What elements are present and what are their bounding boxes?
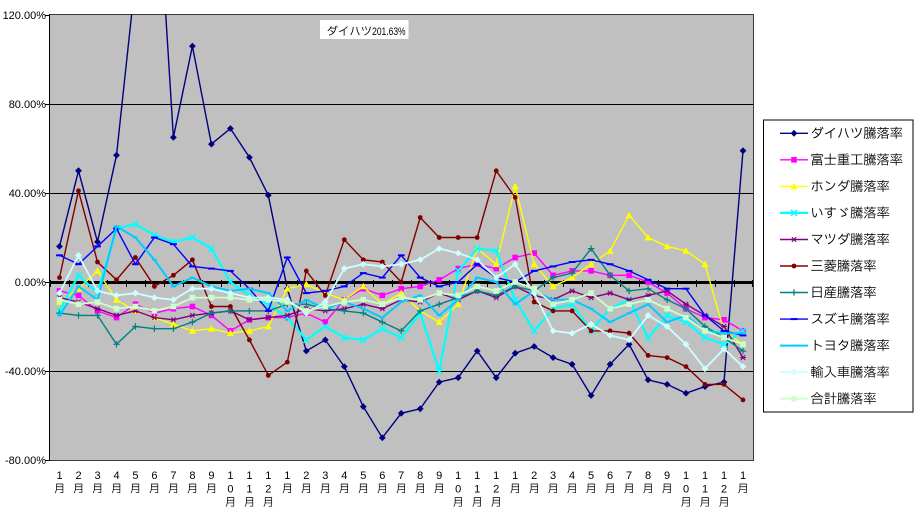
- svg-text:1: 1: [512, 470, 518, 482]
- svg-text:1: 1: [721, 470, 727, 482]
- svg-text:1: 1: [474, 484, 480, 496]
- svg-text:4: 4: [113, 470, 119, 482]
- svg-text:3: 3: [322, 470, 328, 482]
- svg-text:1: 1: [455, 470, 461, 482]
- svg-text:5: 5: [132, 470, 138, 482]
- svg-text:1: 1: [683, 470, 689, 482]
- svg-text:5: 5: [360, 470, 366, 482]
- svg-text:1: 1: [474, 470, 480, 482]
- svg-text:1: 1: [702, 470, 708, 482]
- svg-text:-40.00%: -40.00%: [5, 366, 46, 378]
- svg-text:4: 4: [341, 470, 347, 482]
- svg-text:4: 4: [569, 470, 575, 482]
- svg-text:0: 0: [683, 484, 689, 496]
- svg-text:5: 5: [588, 470, 594, 482]
- svg-text:1: 1: [493, 470, 499, 482]
- svg-text:0: 0: [455, 484, 461, 496]
- svg-text:1: 1: [702, 484, 708, 496]
- svg-text:2: 2: [265, 484, 271, 496]
- svg-text:2: 2: [531, 470, 537, 482]
- svg-text:9: 9: [664, 470, 670, 482]
- svg-text:9: 9: [436, 470, 442, 482]
- svg-text:6: 6: [379, 470, 385, 482]
- svg-text:7: 7: [170, 470, 176, 482]
- svg-text:0.00%: 0.00%: [15, 277, 46, 289]
- svg-text:3: 3: [94, 470, 100, 482]
- svg-text:2: 2: [75, 470, 81, 482]
- svg-text:6: 6: [151, 470, 157, 482]
- svg-text:1: 1: [284, 470, 290, 482]
- svg-text:1: 1: [740, 470, 746, 482]
- svg-text:201.63%: 201.63%: [372, 26, 406, 38]
- svg-text:1: 1: [56, 470, 62, 482]
- svg-text:1: 1: [246, 484, 252, 496]
- svg-text:1: 1: [246, 470, 252, 482]
- svg-text:2: 2: [303, 470, 309, 482]
- svg-text:8: 8: [417, 470, 423, 482]
- svg-text:80.00%: 80.00%: [9, 99, 47, 111]
- svg-text:0: 0: [227, 484, 233, 496]
- svg-text:9: 9: [208, 470, 214, 482]
- svg-text:2: 2: [721, 484, 727, 496]
- svg-text:120.00%: 120.00%: [3, 10, 47, 22]
- svg-text:2: 2: [493, 484, 499, 496]
- svg-text:1: 1: [265, 470, 271, 482]
- svg-text:3: 3: [550, 470, 556, 482]
- svg-text:7: 7: [398, 470, 404, 482]
- svg-text:7: 7: [626, 470, 632, 482]
- svg-text:1: 1: [227, 470, 233, 482]
- svg-text:6: 6: [607, 470, 613, 482]
- svg-text:40.00%: 40.00%: [9, 188, 47, 200]
- svg-text:-80.00%: -80.00%: [5, 455, 46, 467]
- svg-text:8: 8: [645, 470, 651, 482]
- svg-text:8: 8: [189, 470, 195, 482]
